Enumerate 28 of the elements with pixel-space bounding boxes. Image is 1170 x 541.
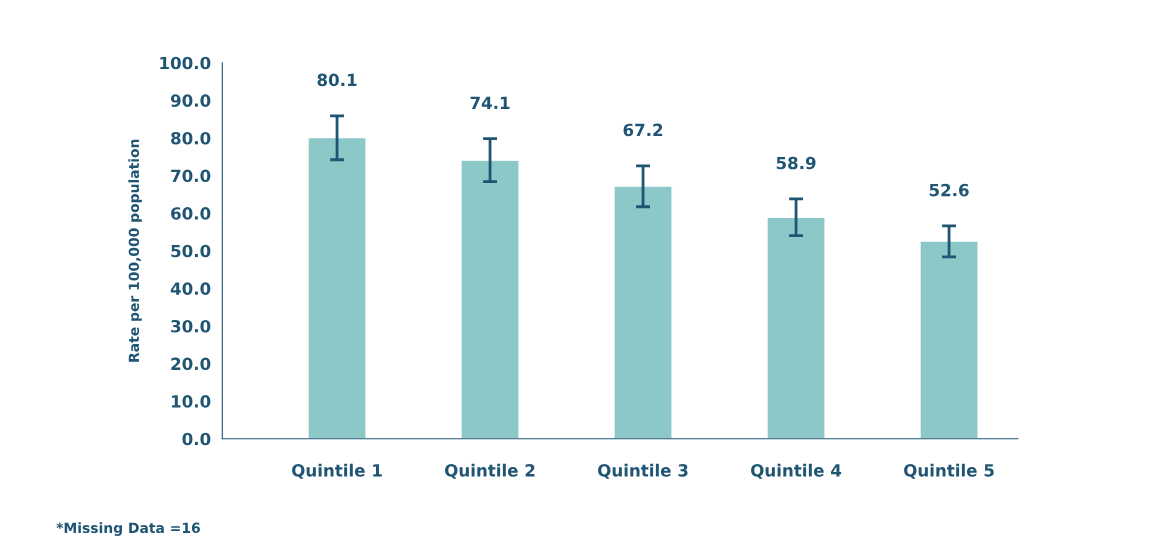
data-label: 74.1 bbox=[470, 96, 510, 109]
y-tick-label: 0.0 bbox=[182, 432, 211, 446]
bar bbox=[307, 136, 367, 439]
x-tick-label: Quintile 4 bbox=[751, 463, 842, 479]
text: *Missing Data =16 bbox=[56, 522, 200, 536]
data-label: 67.2 bbox=[623, 123, 663, 137]
x-tick-label: Quintile 5 bbox=[904, 463, 994, 479]
y-tick-label: 30.0 bbox=[171, 319, 211, 333]
y-axis-title: Rate per 100,000 population bbox=[128, 139, 142, 362]
bar bbox=[460, 159, 520, 439]
x-tick-label: Quintile 3 bbox=[598, 463, 688, 479]
y-tick-label: 40.0 bbox=[170, 282, 211, 295]
x-tick-label: Quintile 2 bbox=[445, 463, 535, 479]
bar bbox=[919, 240, 979, 439]
y-tick-label: 70.0 bbox=[171, 169, 211, 183]
y-tick-label: 80.0 bbox=[171, 131, 211, 145]
bar bbox=[613, 185, 673, 439]
y-tick-label: 60.0 bbox=[171, 207, 211, 220]
y-tick-label: 50.0 bbox=[171, 244, 211, 258]
y-tick-label: 90.0 bbox=[170, 94, 211, 107]
x-tick-label: Quintile 1 bbox=[292, 463, 382, 479]
data-label: 80.1 bbox=[317, 73, 357, 87]
y-tick-label: 10.0 bbox=[171, 395, 211, 408]
data-label: 58.9 bbox=[776, 156, 816, 170]
data-label: 52.6 bbox=[929, 183, 969, 197]
bar bbox=[766, 216, 826, 439]
y-tick-label: 100.0 bbox=[160, 56, 211, 70]
y-tick-label: 20.0 bbox=[171, 357, 211, 371]
